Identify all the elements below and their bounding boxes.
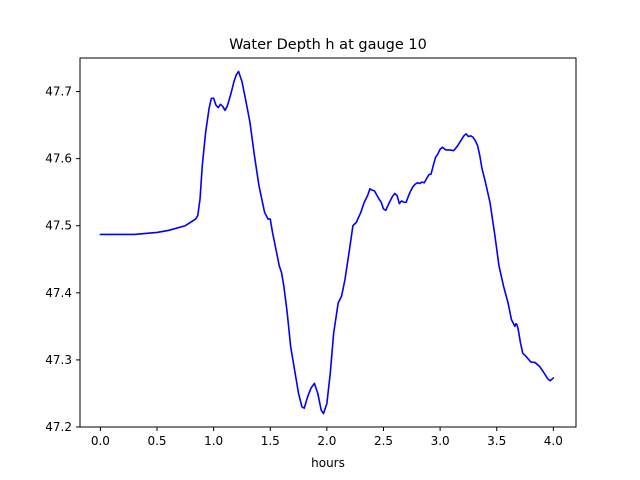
x-tick-label: 0.0 (91, 434, 110, 448)
y-tick-label: 47.7 (45, 85, 72, 99)
x-tick-label: 0.5 (147, 434, 166, 448)
x-tick-label: 4.0 (544, 434, 563, 448)
y-tick-label: 47.4 (45, 286, 72, 300)
chart-title: Water Depth h at gauge 10 (229, 37, 427, 53)
y-tick-label: 47.6 (45, 152, 72, 166)
series-line-0 (99, 70, 555, 415)
x-tick-label: 2.5 (374, 434, 393, 448)
x-tick-label: 3.0 (431, 434, 450, 448)
x-tick-label: 1.5 (261, 434, 280, 448)
x-tick-label: 3.5 (487, 434, 506, 448)
y-tick-label: 47.3 (45, 353, 72, 367)
y-tick-label: 47.2 (45, 420, 72, 434)
x-tick-label: 1.0 (204, 434, 223, 448)
plot-area-frame (79, 57, 577, 428)
x-tick-label: 2.0 (317, 434, 336, 448)
y-tick-label: 47.5 (45, 219, 72, 233)
x-axis-label: hours (311, 456, 345, 470)
